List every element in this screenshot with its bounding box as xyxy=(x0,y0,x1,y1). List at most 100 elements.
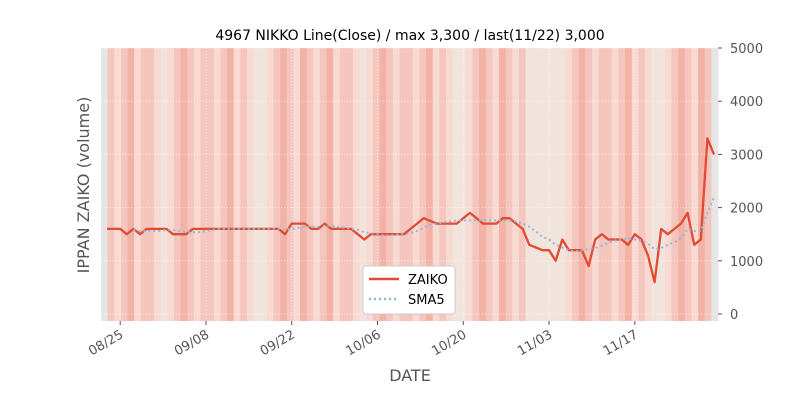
band xyxy=(698,48,706,321)
band xyxy=(392,48,400,321)
x-tick-label: 09/08 xyxy=(172,327,212,359)
band xyxy=(180,48,188,321)
band xyxy=(379,48,387,321)
band xyxy=(306,48,314,321)
band xyxy=(193,48,201,321)
band xyxy=(399,48,407,321)
band xyxy=(625,48,633,321)
background-bands xyxy=(101,48,719,321)
x-tick-label: 09/22 xyxy=(258,327,298,359)
band xyxy=(419,48,427,321)
band xyxy=(572,48,580,321)
band xyxy=(532,48,540,321)
band xyxy=(127,48,135,321)
band xyxy=(114,48,122,321)
chart-title: 4967 NIKKO Line(Close) / max 3,300 / las… xyxy=(215,28,604,44)
band xyxy=(213,48,221,321)
band xyxy=(120,48,128,321)
band xyxy=(558,48,566,321)
band xyxy=(585,48,593,321)
band xyxy=(591,48,599,321)
y-tick-label: 4000 xyxy=(730,95,763,110)
band xyxy=(538,48,546,321)
band xyxy=(485,48,493,321)
band xyxy=(499,48,507,321)
band xyxy=(684,48,692,321)
band xyxy=(366,48,374,321)
x-tick-labels: 08/25 09/08 09/22 10/06 10/20 11/03 11/17 xyxy=(86,321,641,359)
band xyxy=(373,48,381,321)
x-tick-label: 11/03 xyxy=(515,327,555,359)
band xyxy=(704,48,712,321)
band xyxy=(472,48,480,321)
gridlines xyxy=(101,47,718,321)
y-tick-label: 0 xyxy=(730,308,738,323)
band xyxy=(711,48,719,321)
series-lines xyxy=(107,137,716,284)
band xyxy=(465,48,473,321)
band xyxy=(638,48,646,321)
y-axis-label: IPPAN ZAIKO (volume) xyxy=(74,97,93,274)
band xyxy=(293,48,301,321)
band xyxy=(346,48,354,321)
band xyxy=(313,48,321,321)
x-tick-label: 11/17 xyxy=(601,327,641,359)
band xyxy=(412,48,420,321)
band xyxy=(565,48,573,321)
band xyxy=(101,48,109,321)
band xyxy=(479,48,487,321)
band xyxy=(319,48,327,321)
band xyxy=(260,48,268,321)
band xyxy=(645,48,653,321)
y-tick-label: 2000 xyxy=(730,202,763,217)
band xyxy=(671,48,679,321)
x-tick-label: 08/25 xyxy=(86,327,126,359)
band xyxy=(518,48,526,321)
legend: ZAIKO SMA5 xyxy=(362,265,456,315)
legend-zaiko-label: ZAIKO xyxy=(408,273,448,288)
x-tick-label: 10/06 xyxy=(344,327,384,359)
y-tick-label: 5000 xyxy=(730,42,763,57)
band xyxy=(359,48,367,321)
band xyxy=(426,48,434,321)
band xyxy=(246,48,254,321)
band xyxy=(691,48,699,321)
band xyxy=(333,48,341,321)
band xyxy=(605,48,613,321)
y-tick-label: 3000 xyxy=(730,148,763,163)
band xyxy=(187,48,195,321)
band xyxy=(280,48,288,321)
band xyxy=(107,48,115,321)
band xyxy=(273,48,281,321)
band xyxy=(300,48,308,321)
band xyxy=(200,48,208,321)
band xyxy=(545,48,553,321)
band xyxy=(406,48,414,321)
band xyxy=(525,48,533,321)
band xyxy=(631,48,639,321)
band xyxy=(432,48,440,321)
band xyxy=(512,48,520,321)
band xyxy=(678,48,686,321)
band xyxy=(266,48,274,321)
x-axis-label: DATE xyxy=(389,366,431,385)
band xyxy=(445,48,454,321)
band xyxy=(658,48,666,321)
band xyxy=(452,48,460,321)
legend-sma5-label: SMA5 xyxy=(408,293,445,308)
band xyxy=(505,48,513,321)
band xyxy=(353,48,361,321)
band xyxy=(253,48,261,321)
band xyxy=(167,48,175,321)
band xyxy=(618,48,626,321)
band xyxy=(207,48,215,321)
band xyxy=(664,48,672,321)
band xyxy=(598,48,606,321)
band xyxy=(134,48,142,321)
band xyxy=(386,48,394,321)
y-tick-label: 1000 xyxy=(730,255,763,270)
band xyxy=(140,48,148,321)
band xyxy=(439,48,447,321)
zaiko-series-line xyxy=(107,137,716,284)
